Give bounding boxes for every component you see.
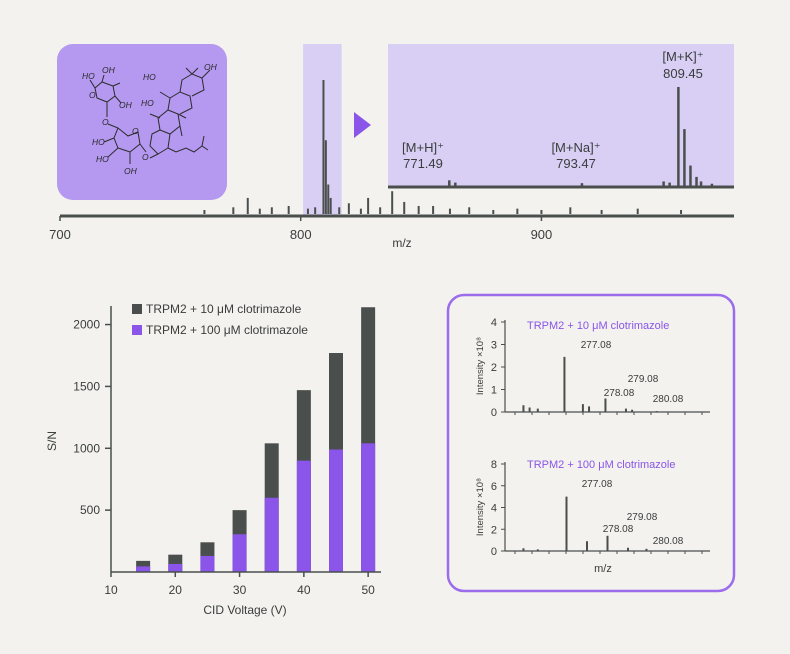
- bar-100uM: [200, 555, 215, 572]
- atom-label: OH: [124, 166, 138, 176]
- x-tick-label: 20: [169, 583, 183, 597]
- x-tick-label: 40: [297, 583, 311, 597]
- annotation-mz-value: 809.45: [663, 66, 703, 81]
- legend-swatch-100uM: [132, 325, 142, 335]
- inset-top-title: TRPM2 + 10 μM clotrimazole: [527, 320, 669, 332]
- atom-label: HO: [141, 98, 154, 108]
- annotation-mz-value: 771.49: [403, 156, 443, 171]
- x-tick-label: 30: [233, 583, 247, 597]
- bar-100uM: [232, 534, 247, 572]
- x-tick-label: 10: [104, 583, 118, 597]
- annotation-ion-label: [M+Na]⁺: [551, 140, 600, 155]
- legend-label-100uM: TRPM2 + 100 μM clotrimazole: [146, 323, 308, 337]
- annotation-ion-label: [M+K]⁺: [662, 49, 703, 64]
- zoom-annotations: [M+H]⁺ 771.49 [M+Na]⁺ 793.47 [M+K]⁺ 809.…: [402, 49, 704, 171]
- y-tick-label: 1000: [73, 441, 100, 455]
- zoom-spectrum-peaks: [448, 87, 714, 186]
- full-spectrum-ticks: 700 800 900: [49, 216, 552, 242]
- bar-series: [136, 307, 376, 572]
- atom-label: O: [89, 90, 96, 100]
- inset-peak-label: 279.08: [627, 512, 658, 523]
- bar-y-axis: 500 1000 1500 2000: [73, 318, 111, 517]
- inset-peak-label: 280.08: [653, 394, 684, 405]
- inset-peak-label: 278.08: [603, 524, 634, 535]
- inset-top-chart: TRPM2 + 10 μM clotrimazole Intensity ×10…: [475, 317, 710, 419]
- bar-xlabel: CID Voltage (V): [203, 603, 286, 617]
- zoom-spectrum-chart: [M+H]⁺ 771.49 [M+Na]⁺ 793.47 [M+K]⁺ 809.…: [388, 44, 734, 189]
- full-spectrum-xlabel: m/z: [392, 236, 411, 250]
- inset-peak-label: 277.08: [582, 479, 613, 490]
- inset-y-tick-label: 0: [491, 407, 497, 419]
- bar-100uM: [361, 443, 376, 572]
- x-tick-label: 800: [290, 227, 312, 242]
- atom-label: HO: [96, 154, 109, 164]
- atom-label: HO: [92, 137, 105, 147]
- inset-panel: TRPM2 + 10 μM clotrimazole Intensity ×10…: [446, 293, 736, 593]
- inset-top-ylabel: Intensity ×10⁸: [475, 337, 486, 395]
- bar-x-axis: 10 20 30 40 50: [104, 572, 375, 597]
- legend-swatch-10uM: [132, 304, 142, 314]
- atom-label: OH: [102, 65, 116, 75]
- inset-bottom-ylabel: Intensity ×10⁸: [475, 478, 486, 536]
- inset-y-tick-label: 6: [491, 481, 497, 493]
- bar-100uM: [329, 449, 343, 572]
- full-spectrum-peaks: [203, 80, 683, 214]
- x-tick-label: 900: [531, 227, 553, 242]
- inset-y-tick-label: 2: [491, 362, 497, 374]
- bar-100uM: [168, 563, 183, 572]
- molecule-atom-labels: HO OH OH O O HO HO OH O O HO HO OH: [82, 62, 218, 176]
- atom-label: OH: [119, 100, 133, 110]
- atom-label: HO: [143, 72, 156, 82]
- atom-label: O: [102, 117, 109, 127]
- bar-100uM: [136, 566, 151, 572]
- atom-label: O: [142, 152, 149, 162]
- inset-y-tick-label: 0: [491, 546, 497, 558]
- x-tick-label: 700: [49, 227, 71, 242]
- annotation-ion-label: [M+H]⁺: [402, 140, 444, 155]
- zoom-panel-bg: [388, 44, 734, 188]
- atom-label: OH: [204, 62, 218, 72]
- inset-peak-label: 279.08: [628, 374, 659, 385]
- molecule-structure-icon: [89, 67, 211, 164]
- y-tick-label: 1500: [73, 379, 100, 393]
- inset-y-tick-label: 8: [491, 459, 497, 471]
- y-tick-label: 2000: [73, 318, 100, 332]
- bar-ylabel: S/N: [45, 431, 59, 451]
- inset-y-tick-label: 4: [491, 503, 497, 515]
- molecule-panel-bg: [57, 44, 227, 200]
- sn-bar-chart: 500 1000 1500 2000 10 20 30 40 50 CID Voltage (…: [45, 302, 381, 617]
- inset-peak-label: 280.08: [653, 536, 684, 547]
- inset-y-tick-label: 1: [491, 385, 497, 397]
- inset-peak-label: 277.08: [581, 340, 612, 351]
- inset-panel-border: [446, 293, 736, 593]
- atom-label: HO: [82, 71, 95, 81]
- molecule-panel: HO OH OH O O HO HO OH O O HO HO OH: [57, 44, 227, 200]
- inset-y-tick-label: 2: [491, 524, 497, 536]
- highlight-region: [303, 44, 342, 215]
- inset-bottom-xlabel: m/z: [594, 563, 612, 575]
- inset-bottom-title: TRPM2 + 100 μM clotrimazole: [527, 459, 675, 471]
- bar-legend: TRPM2 + 10 μM clotrimazole TRPM2 + 100 μ…: [132, 302, 308, 337]
- atom-label: O: [132, 126, 139, 136]
- bar-100uM: [296, 460, 311, 572]
- full-spectrum-chart: 700 800 900 m/z: [49, 44, 734, 250]
- x-tick-label: 50: [361, 583, 375, 597]
- inset-y-tick-label: 3: [491, 340, 497, 352]
- legend-label-10uM: TRPM2 + 10 μM clotrimazole: [146, 302, 302, 316]
- inset-peak-label: 278.08: [604, 388, 635, 399]
- inset-y-tick-label: 4: [491, 317, 497, 329]
- y-tick-label: 500: [80, 503, 100, 517]
- annotation-mz-value: 793.47: [556, 156, 596, 171]
- bar-100uM: [264, 497, 279, 572]
- inset-bottom-chart: TRPM2 + 100 μM clotrimazole Intensity ×1…: [475, 459, 710, 575]
- zoom-arrow-icon: [354, 112, 371, 138]
